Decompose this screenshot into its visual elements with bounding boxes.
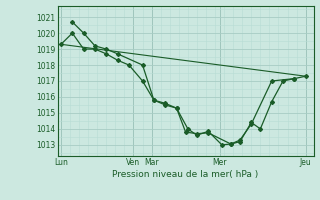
X-axis label: Pression niveau de la mer( hPa ): Pression niveau de la mer( hPa ): [112, 170, 259, 179]
